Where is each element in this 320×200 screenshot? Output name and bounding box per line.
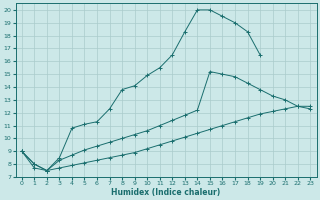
- X-axis label: Humidex (Indice chaleur): Humidex (Indice chaleur): [111, 188, 221, 197]
